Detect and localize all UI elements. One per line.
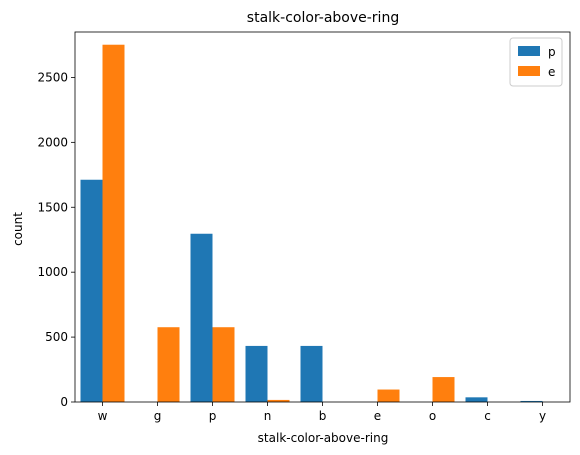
bar-e-n: [267, 399, 290, 402]
bar-e-e: [377, 389, 400, 402]
y-tick-label-1500: 1500: [37, 200, 68, 214]
y-tick-label-500: 500: [45, 330, 68, 344]
y-axis-title: count: [11, 212, 25, 246]
x-tick-label-e: e: [374, 409, 381, 423]
chart-title: stalk-color-above-ring: [247, 10, 399, 26]
bar-p-w: [80, 179, 103, 402]
x-tick-label-g: g: [154, 409, 162, 423]
y-tick-label-0: 0: [60, 395, 68, 409]
legend-label-e: e: [548, 65, 555, 79]
bar-e-w: [102, 44, 125, 402]
x-tick-label-y: y: [539, 409, 546, 423]
x-tick-label-c: c: [484, 409, 491, 423]
x-tick-label-p: p: [209, 409, 217, 423]
bar-p-c: [465, 397, 488, 402]
legend: pe: [509, 37, 563, 87]
bar-p-y: [520, 400, 543, 402]
legend-swatch-p: [518, 46, 540, 56]
x-tick-label-o: o: [429, 409, 436, 423]
legend-swatch-e: [518, 66, 540, 76]
bar-p-p: [190, 233, 213, 402]
x-tick-label-w: w: [98, 409, 108, 423]
legend-label-p: p: [548, 45, 556, 59]
plot-area: w g p n b e o c y 0 500 1000 1500 2000 2500: [37, 31, 571, 423]
bar-p-n: [245, 345, 268, 402]
y-tick-label-2500: 2500: [37, 70, 68, 84]
bar-e-o: [432, 377, 455, 402]
y-tick-label-1000: 1000: [37, 265, 68, 279]
y-tick-label-2000: 2000: [37, 135, 68, 149]
bar-e-p: [212, 327, 235, 402]
x-tick-label-n: n: [264, 409, 272, 423]
bar-p-b: [300, 345, 323, 402]
bar-e-g: [157, 327, 180, 402]
x-axis-title: stalk-color-above-ring: [258, 431, 389, 445]
x-tick-label-b: b: [319, 409, 327, 423]
